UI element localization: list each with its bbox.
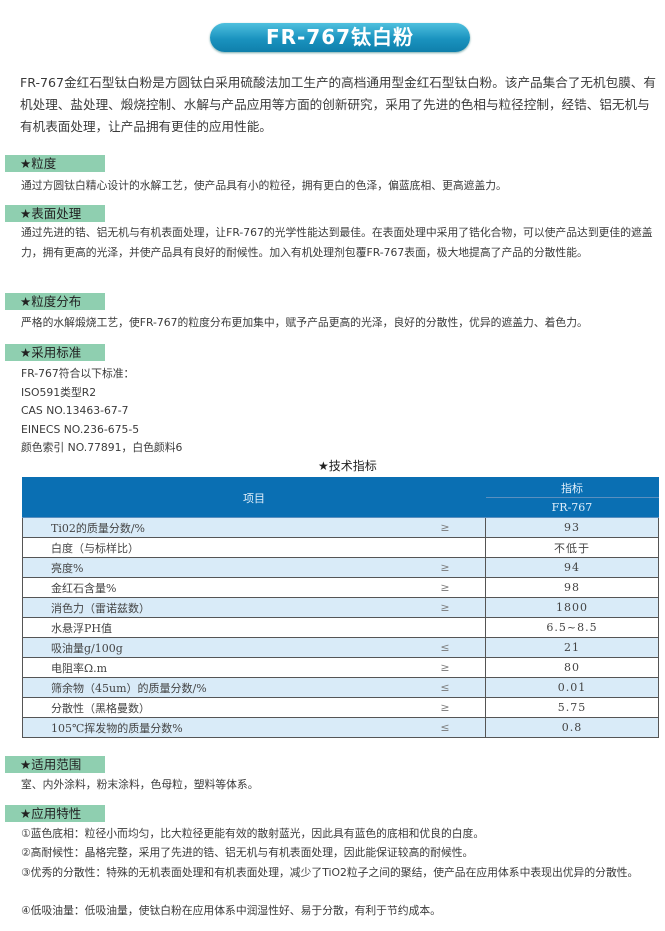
table-row: 白度（与标样比） 不低于: [22, 537, 659, 558]
row-operator: ≥: [405, 697, 486, 718]
row-item: 金红石含量%: [22, 577, 405, 598]
standards-line: FR-767符合以下标准：: [21, 367, 135, 380]
row-operator: ≥: [405, 657, 486, 678]
table-row: 电阻率Ω.m ≥80: [22, 657, 659, 678]
row-operator: ≥: [405, 597, 486, 618]
row-item: 水悬浮PH值: [22, 617, 405, 638]
section-text-surface: 通过先进的锆、铝无机与有机表面处理，让FR-767的光学性能达到最佳。在表面处理…: [21, 226, 653, 259]
row-value: 不低于: [485, 537, 659, 558]
row-operator: ≤: [405, 717, 486, 738]
feature-item: ③优秀的分散性：特殊的无机表面处理和有机表面处理，减少了TiO2粒子之间的聚结，…: [21, 865, 639, 879]
row-item: 105℃挥发物的质量分数%: [22, 717, 405, 738]
page-title: FR-767钛白粉: [210, 23, 470, 52]
table-row: 亮度% ≥94: [22, 557, 659, 578]
row-operator: ≥: [405, 517, 486, 538]
table-row: 消色力（雷诺兹数） ≥1800: [22, 597, 659, 618]
feature-item: ②高耐候性：晶格完整，采用了先进的锆、铝无机与有机表面处理，因此能保证较高的耐候…: [21, 846, 474, 860]
standards-line: 颜色索引 NO.77891，白色颜料6: [21, 441, 183, 454]
spec-table: 项目 指标 FR-767 Ti02的质量分数/% ≥93 白度（与标样比） 不低于 亮度…: [22, 477, 659, 738]
standards-line: EINECS NO.236-675-5: [21, 422, 140, 436]
section-text-distribution: 严格的水解煅烧工艺，使FR-767的粒度分布更加集中，赋予产品更高的光泽，良好的…: [21, 316, 588, 329]
table-row: 分散性（黑格曼数） ≥5.75: [22, 697, 659, 718]
row-value: 6.5~8.5: [485, 617, 659, 638]
header-product: FR-767: [485, 497, 659, 518]
spec-table-title: ★技术指标: [318, 459, 377, 473]
header-item: 项目: [22, 477, 486, 518]
section-heading-features: ★应用特性: [5, 805, 105, 822]
section-text-scope: 室、内外涂料，粉末涂料，色母粒，塑料等体系。: [21, 778, 259, 791]
row-value: 93: [485, 517, 659, 538]
row-operator: [405, 537, 486, 558]
row-item: 电阻率Ω.m: [22, 657, 405, 678]
row-operator: ≥: [405, 557, 486, 578]
section-heading-scope: ★适用范围: [5, 756, 105, 773]
row-item: 筛余物（45um）的质量分数/%: [22, 677, 405, 698]
row-operator: ≤: [405, 637, 486, 658]
feature-item: ①蓝色底相：粒径小而均匀，比大粒径更能有效的散射蓝光，因此具有蓝色的底相和优良的…: [21, 827, 485, 840]
feature-item: ④低吸油量：低吸油量，使钛白粉在应用体系中润湿性好、易于分散，有利于节约成本。: [21, 904, 441, 918]
header-index: 指标: [485, 477, 659, 498]
row-value: 94: [485, 557, 659, 578]
row-value: 0.01: [485, 677, 659, 698]
table-row: 105℃挥发物的质量分数% ≤0.8: [22, 717, 659, 738]
row-operator: ≥: [405, 577, 486, 598]
section-text-particle-size: 通过方圆钛白精心设计的水解工艺，使产品具有小的粒径，拥有更白的色泽，偏蓝底相、更…: [21, 179, 507, 192]
table-row: 筛余物（45um）的质量分数/% ≤0.01: [22, 677, 659, 698]
row-value: 21: [485, 637, 659, 658]
section-heading-particle-size: ★粒度: [5, 155, 105, 172]
table-row: 金红石含量% ≥98: [22, 577, 659, 598]
row-value: 5.75: [485, 697, 659, 718]
row-item: 吸油量g/100g: [22, 637, 405, 658]
standards-line: ISO591类型R2: [21, 385, 97, 399]
standards-list: FR-767符合以下标准： ISO591类型R2 CAS NO.13463-67…: [21, 364, 657, 457]
row-item: 分散性（黑格曼数）: [22, 697, 405, 718]
table-row: Ti02的质量分数/% ≥93: [22, 517, 659, 538]
standards-line: CAS NO.13463-67-7: [21, 404, 129, 417]
section-heading-surface: ★表面处理: [5, 205, 105, 222]
row-operator: ≤: [405, 677, 486, 698]
row-value: 0.8: [485, 717, 659, 738]
row-item: 亮度%: [22, 557, 405, 578]
row-item: 白度（与标样比）: [22, 537, 405, 558]
intro-paragraph: FR-767金红石型钛白粉是方圆钛白采用硫酸法加工生产的高档通用型金红石型钛白粉…: [20, 75, 656, 134]
table-row: 水悬浮PH值 6.5~8.5: [22, 617, 659, 638]
row-value: 98: [485, 577, 659, 598]
row-value: 1800: [485, 597, 659, 618]
table-row: 吸油量g/100g ≤21: [22, 637, 659, 658]
row-value: 80: [485, 657, 659, 678]
row-item: 消色力（雷诺兹数）: [22, 597, 405, 618]
section-heading-distribution: ★粒度分布: [5, 293, 105, 310]
features-list: ①蓝色底相：粒径小而均匀，比大粒径更能有效的散射蓝光，因此具有蓝色的底相和优良的…: [21, 824, 657, 920]
section-heading-standards: ★采用标准: [5, 344, 105, 361]
row-operator: [405, 617, 486, 638]
row-item: Ti02的质量分数/%: [22, 517, 405, 538]
